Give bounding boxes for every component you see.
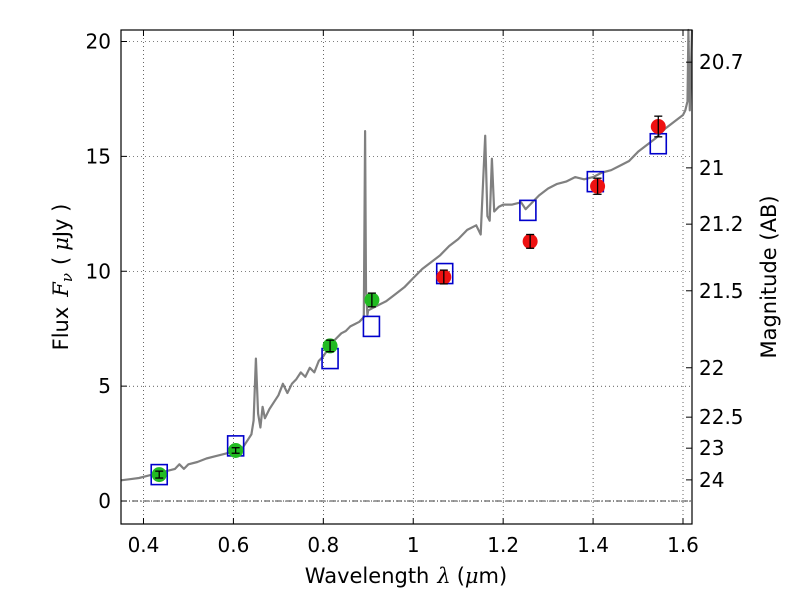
y2-tick-label: 22.5	[699, 405, 744, 429]
y-tick-label: 20	[86, 29, 111, 53]
y2-tick-label: 24	[699, 468, 724, 492]
x-tick-label: 1.4	[577, 533, 609, 557]
x-tick-label: 0.8	[307, 533, 339, 557]
x-axis-label: Wavelength λ (μm)	[305, 564, 507, 588]
y2-tick-label: 23	[699, 436, 724, 460]
y2-tick-label: 21.2	[699, 212, 744, 236]
y-tick-label: 5	[98, 374, 111, 398]
x-tick-label: 0.4	[128, 533, 160, 557]
x-tick-label: 1.6	[667, 533, 699, 557]
y-axis-label: FluxFν(μJy )	[49, 204, 76, 351]
grid-lines	[121, 30, 692, 524]
plot-frame	[120, 29, 693, 525]
y-tick-label: 10	[86, 259, 111, 283]
model-spectrum-series	[120, 28, 694, 482]
axis-ticks-and-labels: 0.4 0.6 0.8 1 1.2 1.4 1.6 0 5 10 15 20 20.7 21 21.2 21.…	[86, 29, 744, 557]
synthetic-photometry-square	[519, 199, 537, 222]
photometry-points-series	[151, 115, 666, 483]
synthetic-photometry-series	[150, 132, 668, 486]
y2-tick-label: 20.7	[699, 50, 744, 74]
y2-tick-label: 21	[699, 156, 724, 180]
y-tick-label: 0	[98, 489, 111, 513]
y2-tick-label: 21.5	[699, 279, 744, 303]
y2-tick-label: 22	[699, 356, 724, 380]
x-tick-label: 0.6	[217, 533, 249, 557]
synthetic-photometry-square	[150, 463, 169, 486]
x-tick-label: 1	[407, 533, 420, 557]
y-tick-label: 15	[86, 144, 111, 168]
secondary-y-axis-label: Magnitude (AB)	[757, 195, 781, 358]
x-tick-label: 1.2	[487, 533, 519, 557]
model-spectrum-line	[120, 28, 694, 482]
synthetic-photometry-square	[362, 315, 381, 338]
